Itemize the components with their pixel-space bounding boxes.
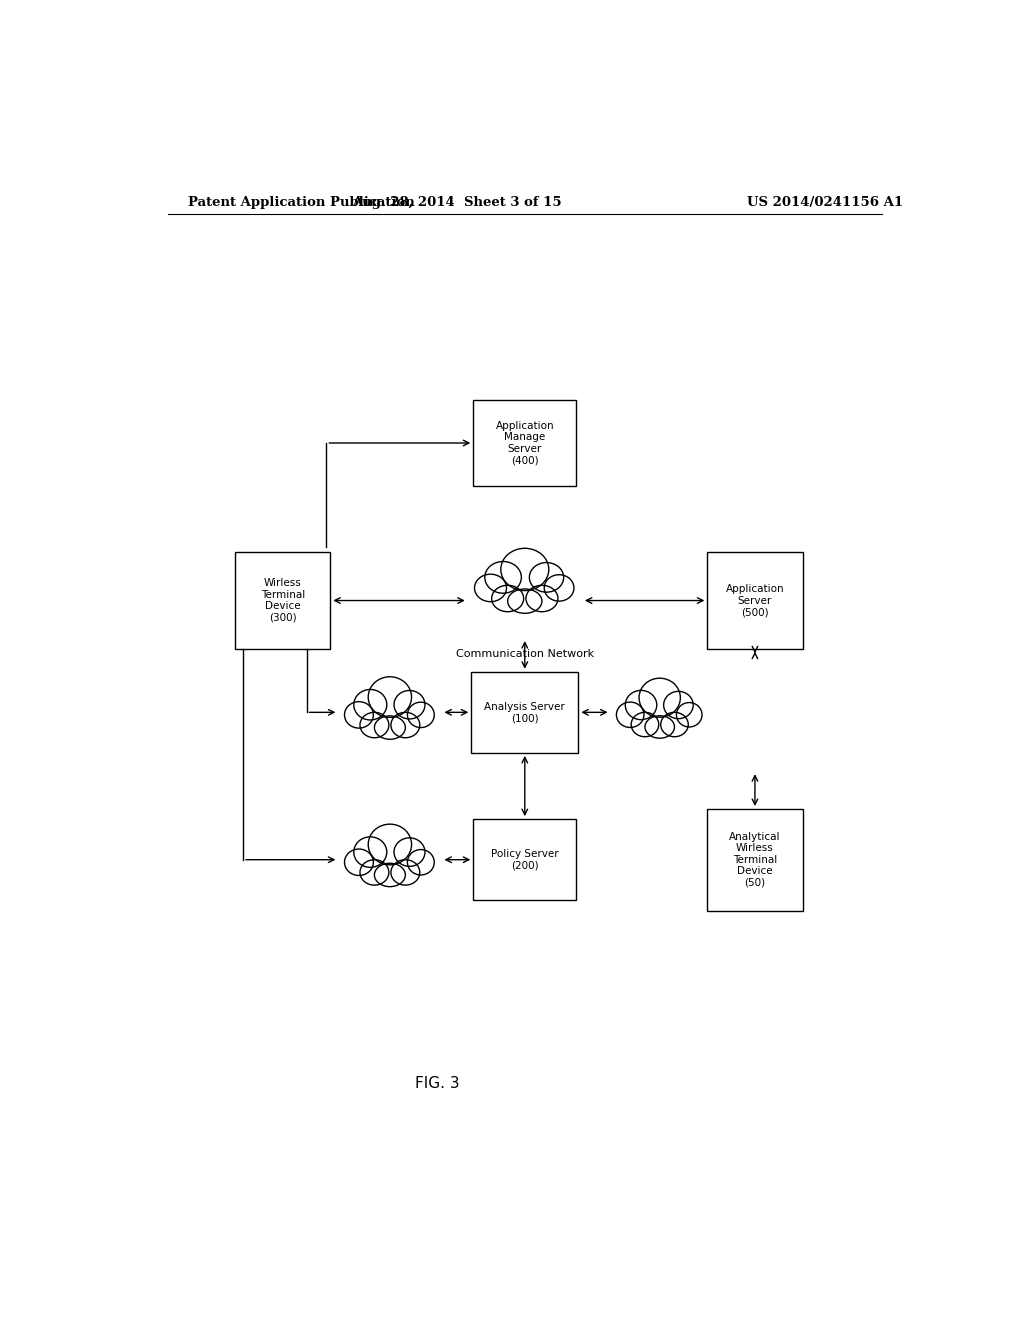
Ellipse shape bbox=[616, 702, 644, 727]
Ellipse shape bbox=[353, 689, 387, 719]
Ellipse shape bbox=[375, 715, 406, 739]
Ellipse shape bbox=[391, 859, 420, 886]
Ellipse shape bbox=[501, 548, 549, 590]
Ellipse shape bbox=[333, 661, 446, 763]
Ellipse shape bbox=[544, 574, 573, 601]
Bar bbox=[236, 552, 331, 649]
Ellipse shape bbox=[360, 713, 389, 738]
Text: FIG. 3: FIG. 3 bbox=[415, 1076, 460, 1090]
Ellipse shape bbox=[474, 574, 507, 602]
Ellipse shape bbox=[369, 677, 412, 718]
Ellipse shape bbox=[353, 837, 387, 867]
Ellipse shape bbox=[526, 585, 558, 611]
Text: US 2014/0241156 A1: US 2014/0241156 A1 bbox=[748, 195, 903, 209]
Bar bbox=[473, 400, 577, 486]
Ellipse shape bbox=[492, 585, 523, 611]
Ellipse shape bbox=[462, 532, 588, 638]
Ellipse shape bbox=[344, 849, 374, 875]
Ellipse shape bbox=[333, 809, 446, 911]
Ellipse shape bbox=[508, 589, 542, 614]
Text: Communication Network: Communication Network bbox=[456, 649, 594, 660]
Ellipse shape bbox=[375, 863, 406, 887]
Bar bbox=[708, 809, 803, 911]
Ellipse shape bbox=[677, 702, 702, 727]
Text: Application
Server
(500): Application Server (500) bbox=[726, 583, 784, 618]
Ellipse shape bbox=[391, 713, 420, 738]
Ellipse shape bbox=[605, 664, 714, 762]
Text: Application
Manage
Server
(400): Application Manage Server (400) bbox=[496, 421, 554, 466]
Bar bbox=[708, 552, 803, 649]
Ellipse shape bbox=[408, 702, 434, 727]
Ellipse shape bbox=[626, 690, 656, 719]
Ellipse shape bbox=[394, 838, 425, 866]
Ellipse shape bbox=[408, 850, 434, 875]
Ellipse shape bbox=[369, 824, 412, 865]
Ellipse shape bbox=[645, 715, 675, 738]
Text: Analytical
Wirless
Terminal
Device
(50): Analytical Wirless Terminal Device (50) bbox=[729, 832, 780, 888]
Ellipse shape bbox=[344, 702, 374, 729]
Ellipse shape bbox=[631, 713, 658, 737]
Ellipse shape bbox=[529, 562, 563, 593]
Ellipse shape bbox=[360, 859, 389, 886]
Text: Patent Application Publication: Patent Application Publication bbox=[187, 195, 415, 209]
Bar bbox=[471, 672, 579, 752]
Ellipse shape bbox=[639, 678, 680, 717]
Text: Aug. 28, 2014  Sheet 3 of 15: Aug. 28, 2014 Sheet 3 of 15 bbox=[352, 195, 562, 209]
Text: Analysis Server
(100): Analysis Server (100) bbox=[484, 701, 565, 723]
Ellipse shape bbox=[394, 690, 425, 719]
Ellipse shape bbox=[664, 692, 693, 718]
Ellipse shape bbox=[484, 561, 521, 593]
Bar bbox=[473, 818, 577, 900]
Ellipse shape bbox=[660, 713, 688, 737]
Text: Policy Server
(200): Policy Server (200) bbox=[490, 849, 559, 870]
Text: Wirless
Terminal
Device
(300): Wirless Terminal Device (300) bbox=[261, 578, 305, 623]
